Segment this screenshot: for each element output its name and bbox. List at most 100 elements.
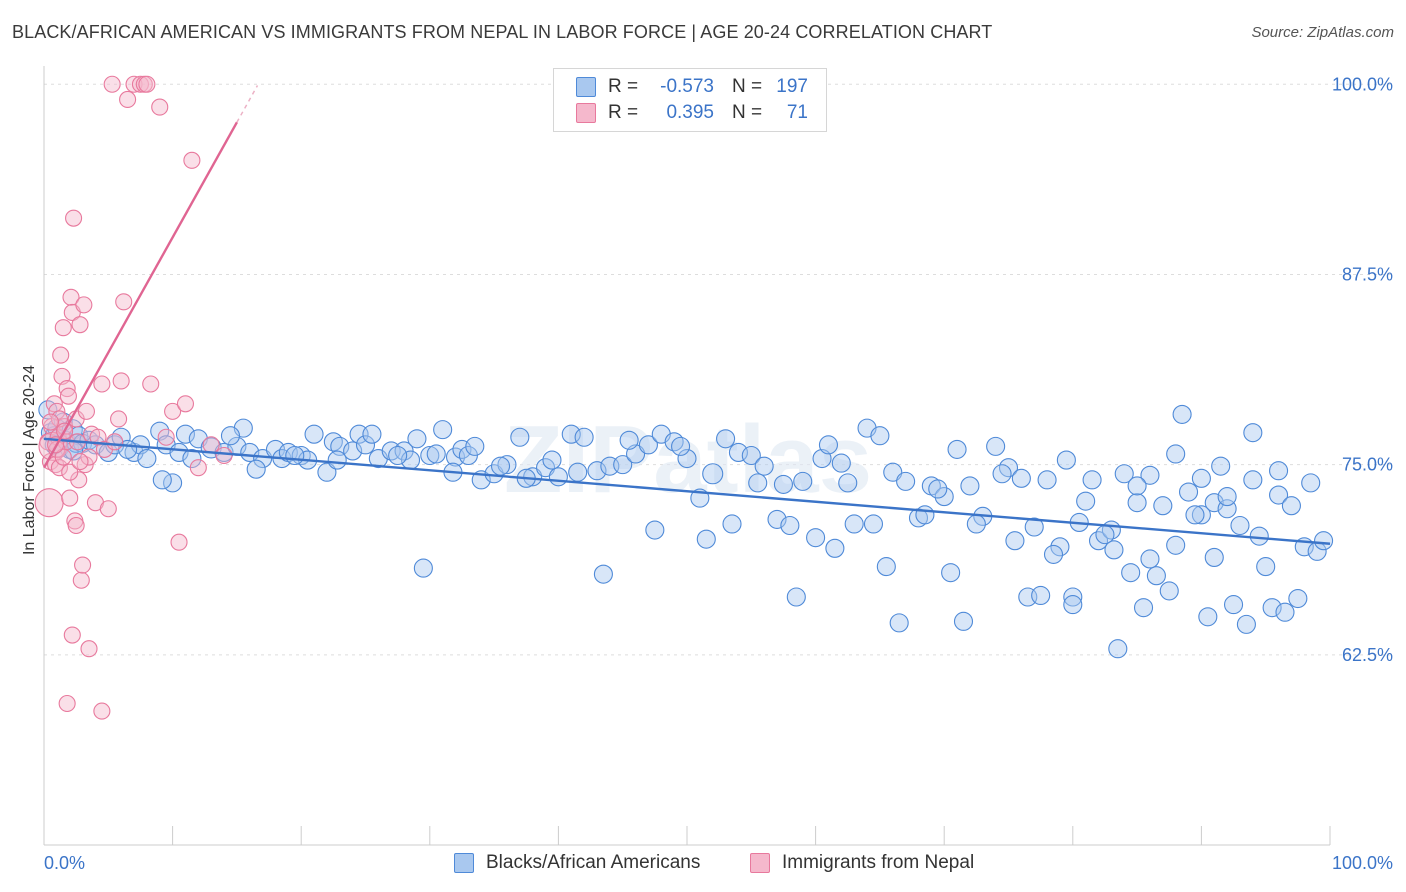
point-blacks [1127,476,1147,496]
point-nepal [80,448,98,466]
legend-row-blacks: R = -0.573 N = 197 [576,74,808,100]
point-blacks [1314,531,1334,551]
point-blacks [773,474,794,494]
point-blacks [696,529,716,549]
legend-item-blacks: Blacks/African Americans [454,852,700,874]
point-blacks [831,453,851,473]
point-nepal [65,209,83,227]
trend-line-blacks [43,437,1331,545]
point-blacks [883,462,903,482]
point-blacks [889,613,909,633]
point-blacks [947,439,967,459]
point-blacks [1172,404,1192,424]
point-blacks [388,445,408,466]
point-blacks [1269,485,1289,505]
x-tick-label: 100.0% [1332,853,1393,873]
point-nepal [215,446,233,465]
point-blacks [1140,465,1160,485]
point-blacks [677,448,697,469]
legend-label-blacks: Blacks/African Americans [486,852,701,873]
point-nepal [58,694,76,713]
point-blacks [915,505,935,525]
point-nepal [50,459,68,477]
point-blacks [748,473,768,493]
point-blacks [137,448,157,469]
axes [43,66,1331,846]
point-blacks [1153,496,1173,516]
point-nepal [170,533,188,551]
point-blacks [1146,566,1166,586]
point-blacks [1166,444,1186,464]
point-nepal [142,375,160,393]
point-blacks [1121,563,1141,583]
point-blacks [285,445,305,466]
legend-n-value: 71 [786,102,808,123]
point-blacks [986,436,1006,456]
point-blacks [992,464,1012,484]
point-nepal [93,375,111,393]
point-blacks [716,429,736,449]
tick-labels: 62.5% 75.0% 87.5% 100.0% 0.0% 100.0% [44,74,1393,873]
legend-n-label: N = [732,76,763,97]
point-blacks [1236,614,1256,634]
point-blacks [1043,544,1064,564]
point-nepal [99,500,117,518]
point-blacks [220,426,241,446]
point-blacks [1230,515,1250,536]
point-blacks [1211,456,1231,476]
point-blacks [1127,493,1147,513]
legend-r-label: R = [608,102,639,123]
point-blacks [1178,482,1199,502]
trend-extension-nepal [236,85,259,123]
legend-r-label: R = [608,76,639,97]
point-blacks [327,450,347,470]
point-blacks [1191,468,1211,488]
point-blacks [426,444,446,464]
point-blacks [182,448,202,469]
point-blacks [490,456,511,476]
point-blacks [702,463,724,485]
point-nepal [77,402,95,420]
point-blacks [928,479,948,499]
point-blacks [542,450,562,470]
point-nepal [202,436,220,454]
point-nepal [74,556,92,574]
point-blacks [619,430,639,450]
point-blacks [548,467,568,487]
point-blacks [1031,585,1051,606]
point-nepal [52,346,70,364]
trend-line-nepal [42,121,238,469]
point-blacks [934,487,954,507]
point-blacks [793,471,813,491]
point-blacks [825,538,845,558]
legend-item-nepal: Immigrants from Nepal [750,852,974,874]
point-blacks [1108,639,1128,659]
point-blacks [413,558,433,578]
point-blacks [465,436,485,456]
legend-n-label: N = [732,102,763,123]
point-blacks [671,436,691,456]
point-nepal [164,402,182,420]
point-blacks [1133,598,1154,618]
point-nepal [71,316,89,334]
point-blacks [1262,598,1282,618]
point-blacks [1082,470,1102,490]
point-blacks [941,563,961,583]
point-nepal [54,319,72,337]
series-blacks-points [38,400,1334,659]
point-blacks [863,514,884,534]
point-nepal [112,372,130,390]
point-nepal [63,626,81,644]
series-nepal-points [34,75,233,720]
point-nepal [54,448,72,466]
point-nepal [75,296,93,314]
legend-row-nepal: R = 0.395 N = 71 [576,100,808,126]
point-blacks [1024,517,1044,537]
point-blacks [1050,537,1070,557]
point-blacks [246,459,266,479]
source-label: Source: ZipAtlas.com [1251,24,1394,41]
point-blacks [587,461,607,481]
point-blacks [1198,607,1218,627]
point-blacks [1243,423,1263,443]
